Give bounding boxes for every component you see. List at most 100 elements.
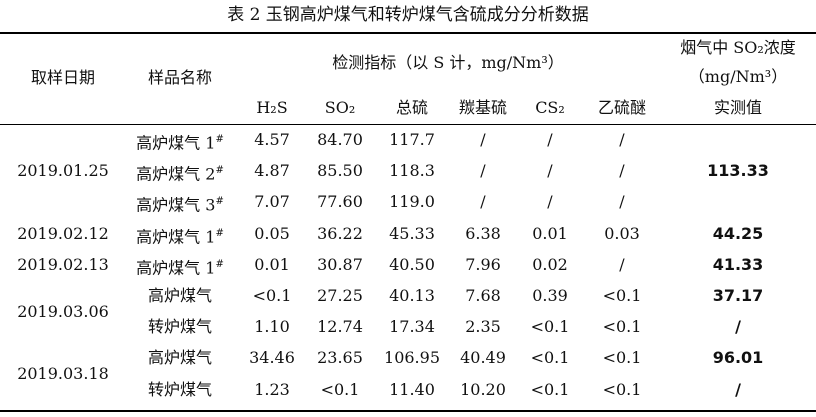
date-cell: 2019.03.06 (17, 301, 109, 321)
value-cell: 30.87 (317, 254, 363, 274)
value-cell: 12.74 (317, 317, 363, 337)
value-cell: 0.02 (532, 254, 568, 274)
column-header: CS₂ (535, 98, 565, 117)
value-cell: <0.1 (530, 348, 570, 368)
sample-label: 转炉煤气 (147, 317, 213, 337)
sample-label: 高炉煤气 (147, 348, 213, 368)
table-title: 表 2 玉钢高炉煤气和转炉煤气含硫成分分析数据 (227, 5, 589, 25)
sample-name: 高炉煤气 (148, 348, 212, 368)
sample-name: 转炉煤气 (148, 380, 212, 400)
header-flue-unit: （mg/Nm³） (688, 67, 788, 86)
value-cell: 0.01 (254, 254, 290, 274)
measured-cell: 96.01 (712, 348, 764, 368)
sample-name: 高炉煤气 3# (136, 192, 224, 215)
value-cell: 11.40 (389, 379, 435, 399)
value-cell: 118.3 (389, 161, 435, 181)
value-cell: / (480, 192, 486, 212)
sample-name: 高炉煤气 1# (136, 255, 224, 278)
header-flue-sub: 实测值 (713, 98, 763, 117)
value-cell: 1.10 (254, 317, 290, 337)
top-rule (0, 32, 816, 34)
sample-name: 转炉煤气 (148, 317, 212, 337)
measured-cell: / (735, 379, 741, 399)
value-cell: 106.95 (384, 348, 440, 368)
value-cell: <0.1 (320, 379, 360, 399)
sample-label: 高炉煤气 (147, 286, 213, 305)
value-cell: <0.1 (530, 317, 570, 337)
value-cell: 117.7 (389, 130, 435, 149)
value-cell: 17.34 (389, 317, 435, 337)
value-cell: 85.50 (317, 161, 363, 181)
column-header: H₂S (256, 98, 288, 117)
value-cell: 6.38 (465, 223, 501, 243)
value-cell: / (619, 192, 625, 212)
value-cell: 45.33 (389, 223, 435, 243)
value-cell: <0.1 (602, 317, 642, 337)
value-cell: <0.1 (602, 286, 642, 305)
sample-label: 高炉煤气 3 (136, 195, 216, 215)
value-cell: 7.96 (465, 254, 501, 274)
value-cell: / (547, 192, 553, 212)
date-cell: 2019.01.25 (17, 161, 109, 181)
sample-label: 高炉煤气 1 (136, 226, 216, 246)
value-cell: 7.68 (465, 286, 501, 305)
value-cell: 1.23 (254, 379, 290, 399)
measured-cell: / (735, 317, 741, 337)
value-cell: / (480, 130, 486, 149)
value-cell: 23.65 (317, 348, 363, 368)
value-cell: <0.1 (530, 379, 570, 399)
value-cell: 27.25 (317, 286, 363, 305)
measured-cell: 44.25 (712, 223, 764, 243)
sample-label: 高炉煤气 2 (136, 164, 216, 184)
value-cell: 40.13 (389, 286, 435, 305)
sample-name: 高炉煤气 1# (136, 130, 224, 153)
value-cell: 34.46 (249, 348, 295, 368)
date-cell: 2019.02.12 (17, 223, 109, 243)
sample-name: 高炉煤气 2# (136, 161, 224, 184)
value-cell: / (619, 254, 625, 274)
value-cell: / (547, 161, 553, 181)
sample-label: 高炉煤气 1 (136, 258, 216, 278)
value-cell: <0.1 (602, 379, 642, 399)
column-header: 总硫 (395, 98, 429, 117)
value-cell: 10.20 (460, 379, 506, 399)
value-cell: 77.60 (317, 192, 363, 212)
header-indicators: 检测指标（以 S 计，mg/Nm³） (332, 53, 564, 72)
sample-label: 高炉煤气 1 (136, 133, 216, 153)
value-cell: 0.39 (532, 286, 568, 305)
value-cell: 7.07 (254, 192, 290, 212)
header-rule (0, 124, 816, 125)
header-flue: 烟气中 SO₂浓度 (680, 38, 796, 57)
value-cell: / (547, 130, 553, 149)
measured-cell: 37.17 (712, 286, 764, 305)
value-cell: 0.01 (532, 223, 568, 243)
column-header: 羰基硫 (458, 98, 508, 117)
header-date: 取样日期 (30, 68, 96, 87)
value-cell: 36.22 (317, 223, 363, 243)
value-cell: <0.1 (602, 348, 642, 368)
sample-mark: # (215, 165, 224, 177)
value-cell: 4.57 (254, 130, 290, 149)
value-cell: / (619, 161, 625, 181)
bottom-rule (0, 410, 816, 412)
measured-cell: 41.33 (712, 254, 764, 274)
value-cell: / (480, 161, 486, 181)
value-cell: 119.0 (389, 192, 435, 212)
value-cell: 40.49 (460, 348, 506, 368)
date-cell: 2019.02.13 (17, 254, 109, 274)
value-cell: / (619, 130, 625, 149)
sample-mark: # (215, 196, 224, 208)
value-cell: 0.03 (604, 223, 640, 243)
header-name: 样品名称 (147, 68, 213, 87)
sample-label: 转炉煤气 (147, 379, 213, 399)
sample-mark: # (215, 227, 224, 239)
sample-name: 高炉煤气 1# (136, 224, 224, 247)
value-cell: 4.87 (254, 161, 290, 181)
value-cell: 40.50 (389, 254, 435, 274)
sample-name: 高炉煤气 (148, 286, 212, 306)
measured-cell: 113.33 (707, 161, 769, 181)
date-cell: 2019.03.18 (17, 364, 109, 383)
value-cell: 2.35 (465, 317, 501, 337)
value-cell: <0.1 (252, 286, 292, 305)
